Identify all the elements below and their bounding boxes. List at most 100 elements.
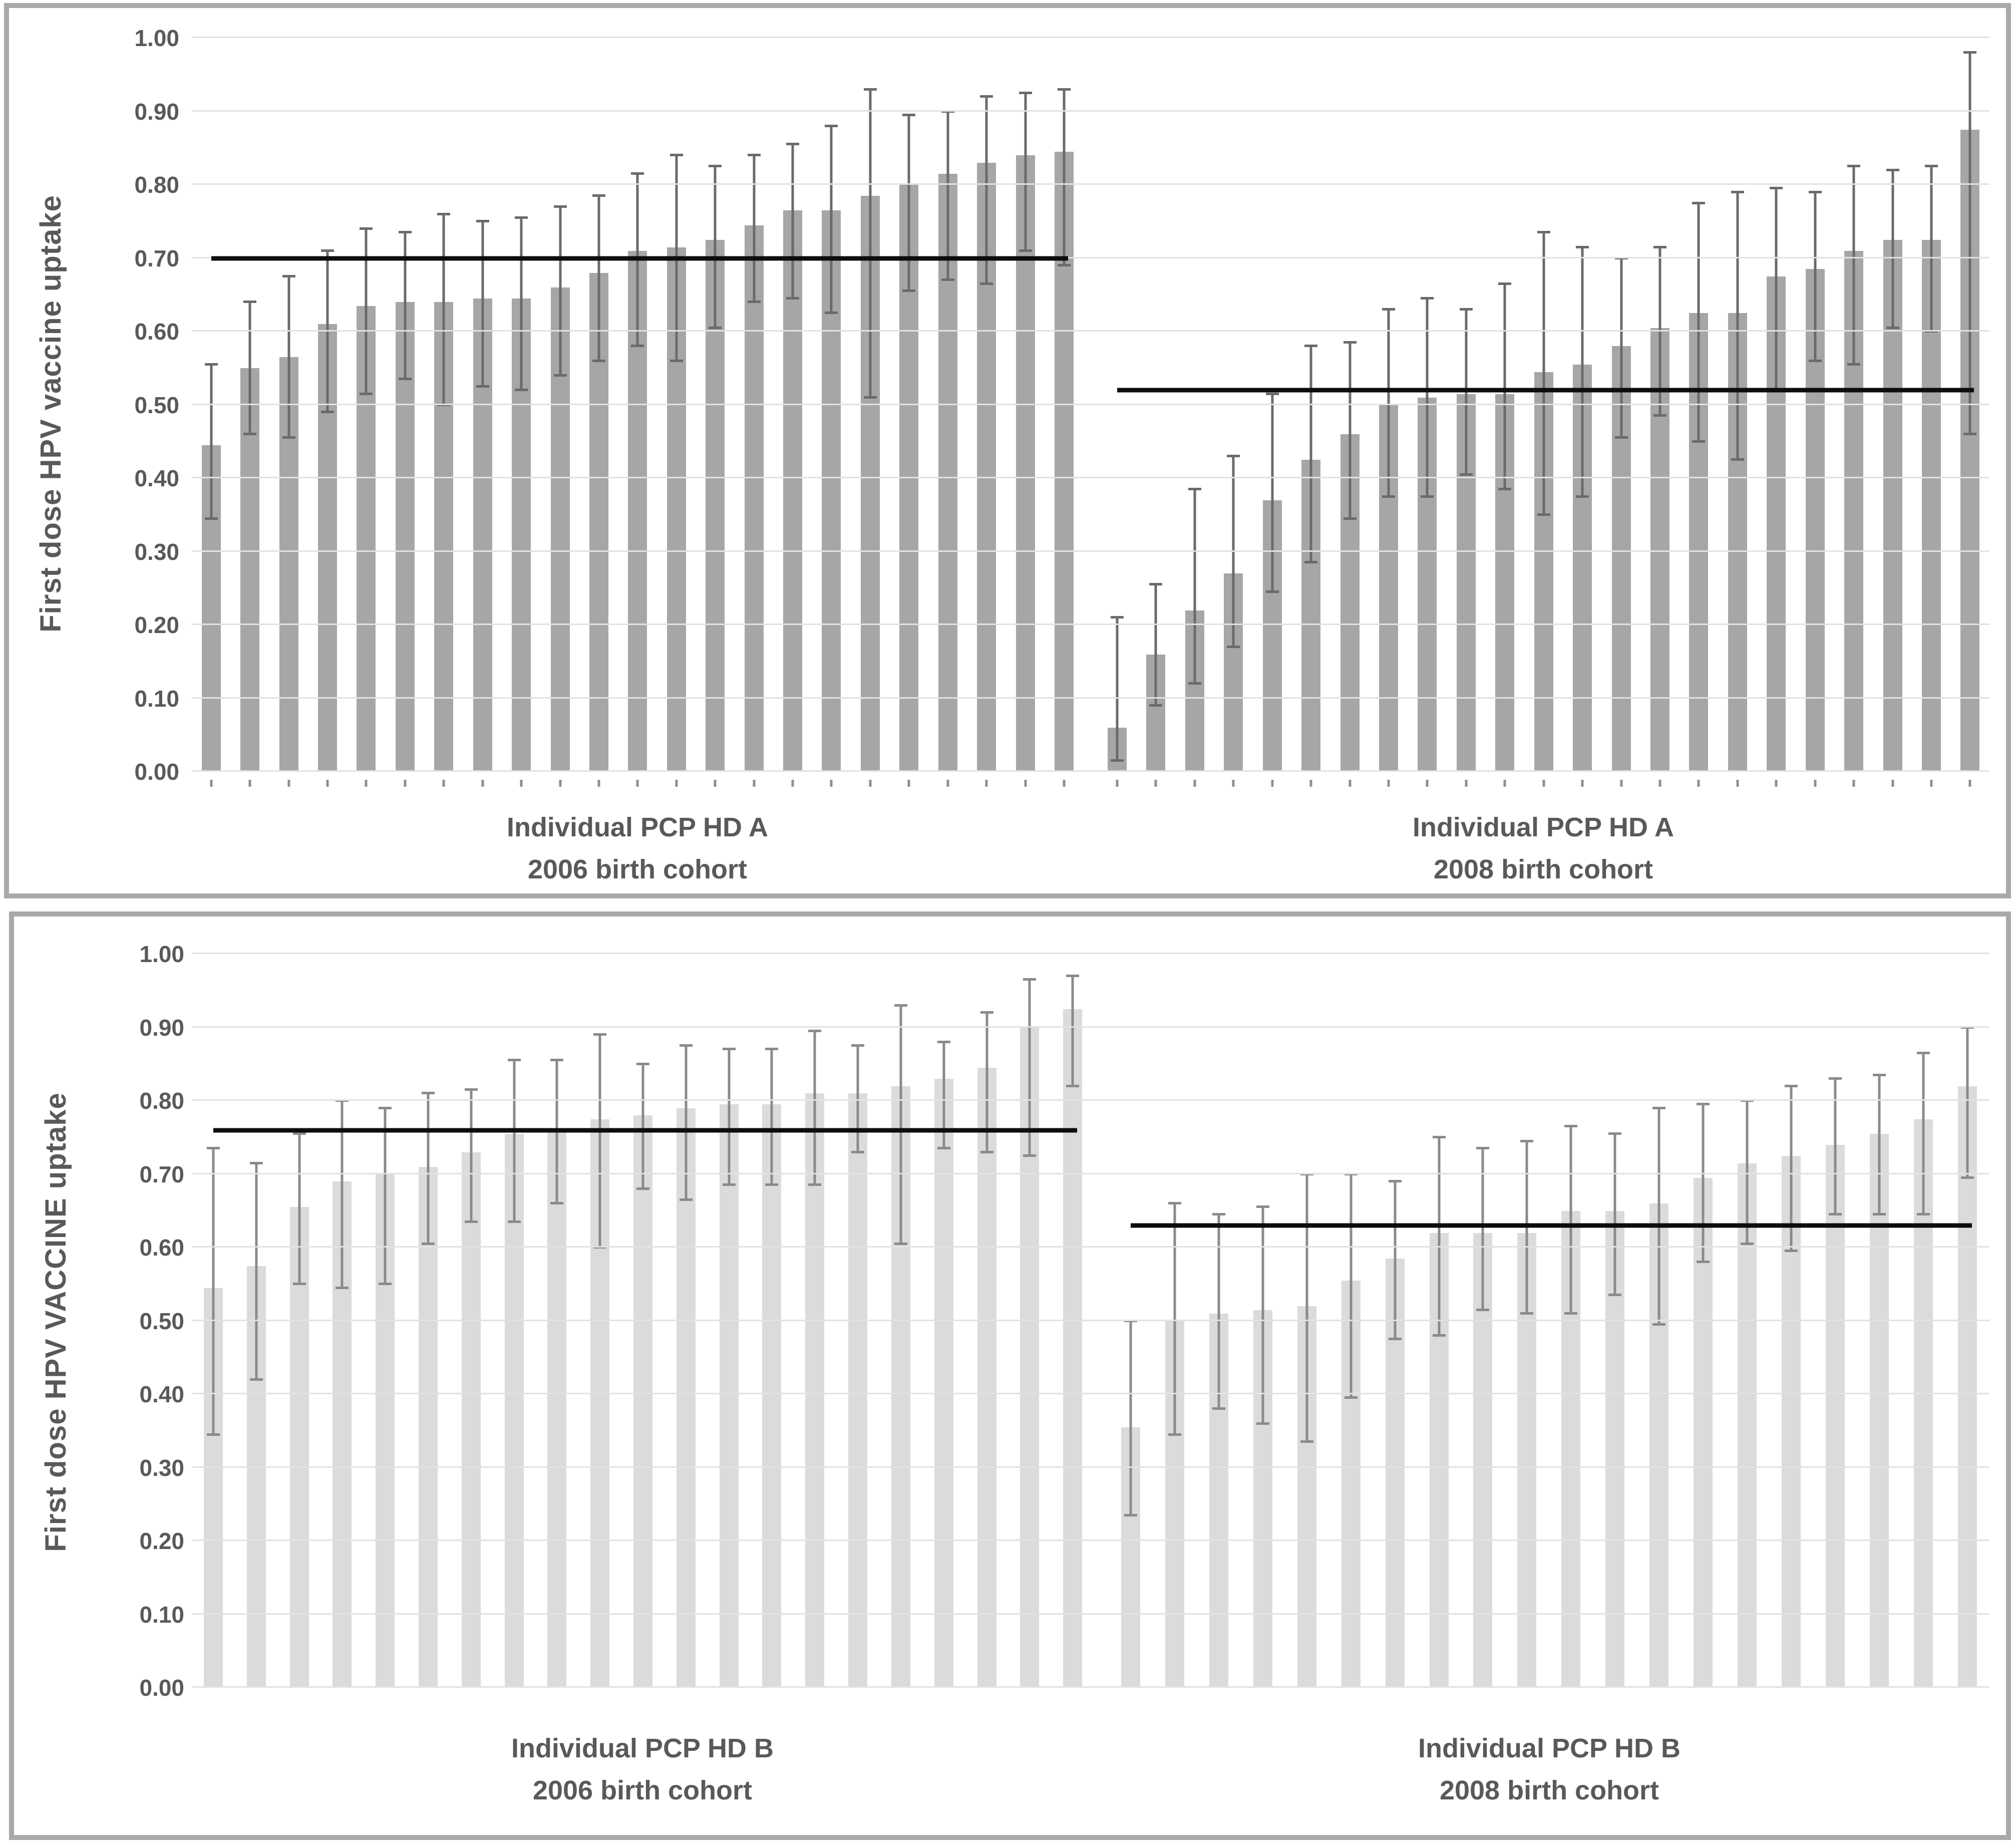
y-tick-label: 0.80 [139,1088,184,1114]
bar-slot [493,954,536,1688]
panel-hd-a: First dose HPV vaccine uptake 0.00 0.10 0.… [4,3,2011,898]
gridline [192,624,1989,625]
error-bar [248,302,251,435]
error-bar-cap [1300,1440,1313,1443]
error-bar-cap [1847,165,1861,168]
error-bar-cap [206,1433,220,1436]
error-bar-cap [1304,561,1318,564]
bar-slot [541,38,579,787]
bar-slot [922,954,965,1688]
x-axis-tick-mark [210,780,213,787]
gridline [192,770,1989,772]
x-axis-tick-mark [791,780,794,787]
error-bar-cap [379,1283,392,1286]
error-bar-cap [1917,1051,1930,1054]
bar-slot [1241,954,1285,1688]
y-tick-label: 0.40 [139,1381,184,1407]
bar-slot [879,954,922,1688]
error-bar-cap [786,297,800,300]
x-axis-tick-mark [1116,780,1119,787]
bar-slot [1330,38,1369,787]
x-axis-tick-mark [597,780,600,787]
bar-slot [1008,954,1051,1688]
error-bar [856,1046,859,1152]
bar-slot [928,38,967,787]
x-axis-tick-mark [559,780,561,787]
bar-slot [1549,954,1593,1688]
group-label-2006: Individual PCP HD B 2006 birth cohort [192,1728,1093,1811]
x-axis-tick-mark [1024,780,1027,787]
error-bar-cap [765,1048,779,1051]
error-bar-cap [747,154,761,157]
reference-line [1130,1223,1972,1228]
bar-slot [425,38,463,787]
error-bar [1173,1203,1176,1435]
y-axis-title: First dose HPV vaccine uptake [35,195,67,633]
bar [1870,1133,1889,1688]
x-axis-tick-mark [1658,780,1661,787]
gridline [192,37,1989,38]
error-bar [946,111,949,280]
error-bar-cap [747,300,761,303]
bar-slot [1637,954,1681,1688]
y-tick-label: 0.70 [139,1161,184,1187]
error-bar [728,1049,731,1185]
error-bar [1063,89,1066,266]
bar-slot [502,38,540,787]
error-bar [287,276,290,438]
bar-slot [1505,954,1549,1688]
bar-slot [1640,38,1679,787]
bar-slot [793,954,836,1688]
error-bar-cap [360,392,373,395]
error-bar-cap [593,1033,607,1036]
error-bar [1736,192,1739,460]
error-bar [899,1005,902,1244]
error-bar-cap [1785,1250,1798,1253]
error-bar-cap [1614,436,1628,439]
y-tick-label: 1.00 [134,25,179,51]
bar-slot [1447,38,1485,787]
error-bar-cap [1697,1103,1710,1106]
error-bar [404,232,407,380]
error-bar [1438,1137,1441,1336]
error-bar-cap [1476,1308,1490,1311]
x-axis-tick-mark [1542,780,1545,787]
error-bar-cap [1111,759,1124,762]
x-axis-tick-mark [1309,780,1312,787]
error-bar-cap [1886,326,1899,329]
error-bar [559,206,561,376]
bar-slot [1593,954,1637,1688]
x-axis-tick-mark [1620,780,1623,787]
error-bar-cap [1019,91,1032,94]
error-bar-cap [1019,249,1032,252]
error-bar [1261,1207,1264,1424]
error-bar [1232,456,1235,647]
error-bar [1426,298,1429,497]
error-bar [1775,188,1778,391]
plot-area [192,953,1989,1688]
error-bar [791,144,794,299]
error-bar-cap [553,205,567,208]
bar-slot [1857,954,1901,1688]
error-bar [1116,618,1119,761]
x-axis-tick-mark [1968,780,1971,787]
gridline [192,183,1989,185]
error-bar [1503,283,1506,489]
x-axis-tick-mark [830,780,833,787]
error-bar-cap [206,1147,220,1150]
error-bar-cap [980,282,993,285]
x-axis-tick-mark [1063,780,1066,787]
error-bar-cap [722,1048,736,1051]
error-bar-cap [515,389,528,392]
error-bar-cap [398,231,412,234]
x-axis-tick-mark [1581,780,1584,787]
error-bar [1071,976,1074,1086]
bar-slot [1834,38,1873,787]
x-axis-tick-mark [1775,780,1778,787]
error-bar-cap [282,275,295,278]
error-bar-cap [1537,513,1550,516]
x-axis-tick-mark [1852,780,1855,787]
error-bar [1878,1075,1881,1215]
error-bar-cap [894,1242,907,1245]
error-bar-cap [1886,168,1899,171]
